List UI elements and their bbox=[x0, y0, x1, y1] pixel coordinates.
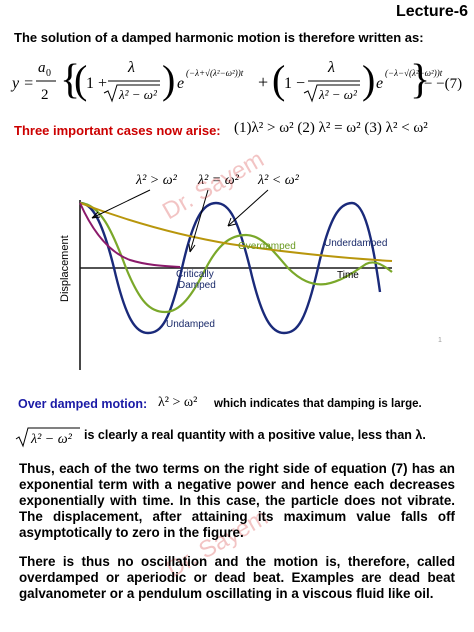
overdamped-note: which indicates that damping is large. bbox=[214, 398, 422, 410]
intro-text: The solution of a damped harmonic motion… bbox=[14, 30, 424, 45]
eq-paren-open-1: ( bbox=[74, 57, 87, 102]
underdamped-curve bbox=[79, 201, 393, 314]
eq-one-plus: 1 + bbox=[86, 75, 107, 92]
cases-label: Three important cases now arise: bbox=[14, 123, 221, 138]
overdamped-label: Overdamped bbox=[238, 241, 296, 252]
displacement-label: Displacement bbox=[59, 235, 71, 302]
eq-plus: + bbox=[258, 72, 268, 92]
eq-lambda-2: λ bbox=[327, 59, 335, 76]
paragraph-2: There is thus no oscillation and the mot… bbox=[19, 554, 455, 601]
overdamped-curve bbox=[79, 202, 393, 262]
critically-label-2: Damped bbox=[178, 280, 216, 291]
sqrt-expression-text: λ² − ω² bbox=[30, 432, 73, 447]
eq-e-2: e bbox=[376, 75, 383, 92]
eq-lhs: y = bbox=[10, 75, 34, 92]
damping-figure: λ² > ω² λ² = ω² λ² < ω² Overdamped Under… bbox=[59, 173, 442, 370]
eq-paren-close-1: ) bbox=[162, 57, 175, 102]
eq-one-minus: 1 − bbox=[284, 75, 305, 92]
lecture-title: Lecture-6 bbox=[395, 3, 468, 20]
critically-label-1: Critically bbox=[176, 269, 214, 280]
case2-label: λ² = ω² bbox=[197, 173, 240, 188]
undamped-label: Undamped bbox=[166, 319, 215, 330]
eq-a0-sub: 0 bbox=[46, 68, 51, 79]
sqrt-expression: λ² − ω² bbox=[15, 427, 80, 448]
eq-exp-2: (−λ−√(λ²−ω²))t bbox=[385, 68, 443, 78]
cases-math: (1)λ² > ω² (2) λ² = ω² (3) λ² < ω² bbox=[234, 120, 428, 136]
eq-a0: a bbox=[38, 60, 46, 76]
eq-brace-close: } bbox=[410, 57, 430, 103]
eq-lambda-1: λ bbox=[127, 59, 135, 76]
eq-paren-open-2: ( bbox=[272, 57, 285, 102]
slide-number: 1 bbox=[438, 337, 442, 344]
eq-paren-close-2: ) bbox=[362, 57, 375, 102]
underdamped-label: Underdamped bbox=[324, 238, 387, 249]
undamped-curve bbox=[79, 201, 382, 335]
eq-sqrt-2: λ² − ω² bbox=[318, 87, 358, 102]
sqrt-note: is clearly a real quantity with a positi… bbox=[84, 428, 426, 442]
eq-sqrt-1: λ² − ω² bbox=[118, 87, 158, 102]
critically-damped-curve bbox=[79, 202, 181, 268]
equation-7: y = a 0 2 { ( 1 + λ λ² − ω² ) e (−λ+√(λ²… bbox=[10, 57, 462, 103]
overdamped-math: λ² > ω² bbox=[158, 395, 198, 410]
eq-brace-open: { bbox=[60, 57, 80, 103]
overdamped-heading: Over damped motion: bbox=[18, 397, 148, 411]
eq-exp-1: (−λ+√(λ²−ω²))t bbox=[186, 68, 244, 78]
eq-two: 2 bbox=[41, 87, 49, 103]
case3-label: λ² < ω² bbox=[257, 173, 300, 188]
eq-number: − −(7) bbox=[424, 76, 462, 92]
case1-label: λ² > ω² bbox=[135, 173, 178, 188]
case-arrows bbox=[91, 189, 269, 253]
eq-e-1: e bbox=[177, 75, 184, 92]
time-label: Time bbox=[337, 270, 359, 281]
paragraph-1: Thus, each of the two terms on the right… bbox=[19, 461, 455, 540]
